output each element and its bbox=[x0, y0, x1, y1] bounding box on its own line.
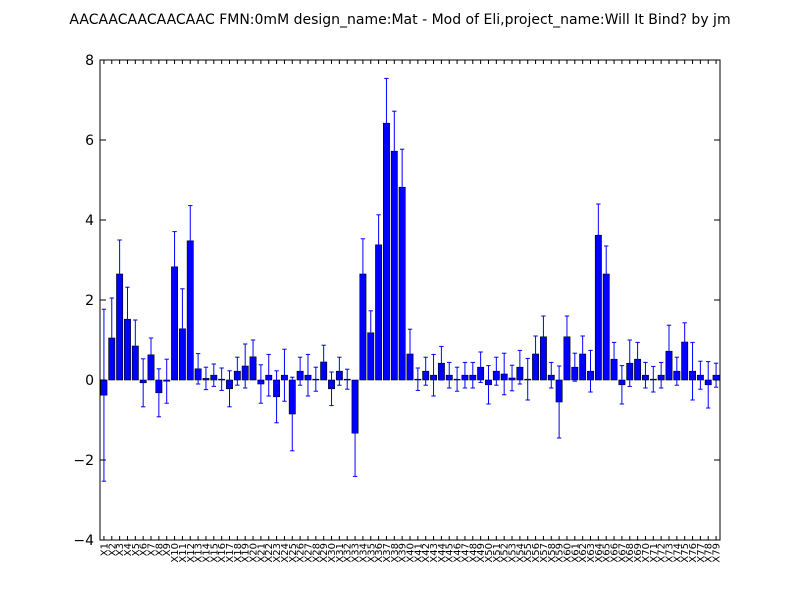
y-tick-label: 4 bbox=[85, 213, 94, 229]
x-tick-label: X78 bbox=[704, 543, 715, 563]
x-tick-label: X9 bbox=[162, 543, 173, 556]
x-tick-label: X27 bbox=[303, 543, 314, 563]
x-tick-label: X26 bbox=[296, 543, 307, 563]
y-tick-label: 0 bbox=[85, 373, 94, 389]
x-tick-label: X69 bbox=[633, 543, 644, 563]
x-tick-label: X71 bbox=[649, 543, 660, 563]
x-tick-label: X32 bbox=[343, 543, 354, 563]
x-tick-label: X36 bbox=[374, 543, 385, 563]
x-tick-label: X6 bbox=[139, 543, 150, 556]
x-tick-label: X72 bbox=[657, 543, 668, 563]
chart-title: AACAACAACAACAAC FMN:0mM design_name:Mat … bbox=[69, 12, 730, 28]
x-tick-label: X77 bbox=[696, 543, 707, 563]
x-tick-label: X35 bbox=[366, 543, 377, 563]
x-tick-label: X66 bbox=[610, 543, 621, 563]
x-tick-label: X59 bbox=[555, 543, 566, 563]
x-tick-label: X30 bbox=[327, 543, 338, 563]
x-tick-label: X20 bbox=[249, 543, 260, 563]
x-tick-label: X41 bbox=[413, 543, 424, 563]
x-tick-label: X42 bbox=[421, 543, 432, 563]
x-tick-label: X33 bbox=[351, 543, 362, 563]
x-tick-label: X24 bbox=[280, 543, 291, 563]
x-tick-label: X40 bbox=[406, 543, 417, 563]
x-tick-label: X34 bbox=[358, 543, 369, 563]
x-tick-label: X37 bbox=[382, 543, 393, 563]
x-tick-label: X12 bbox=[186, 543, 197, 563]
x-tick-label: X43 bbox=[429, 543, 440, 563]
plot-frame bbox=[99, 59, 721, 541]
y-tick-label: 8 bbox=[85, 53, 94, 69]
x-tick-label: X5 bbox=[131, 543, 142, 556]
x-tick-label: X11 bbox=[178, 543, 189, 563]
x-tick-label: X23 bbox=[272, 543, 283, 563]
x-tick-label: X47 bbox=[460, 543, 471, 563]
x-tick-label: X67 bbox=[617, 543, 628, 563]
x-tick-label: X79 bbox=[712, 543, 723, 563]
x-tick-label: X46 bbox=[453, 543, 464, 563]
y-tick-label: 6 bbox=[85, 133, 94, 149]
x-tick-label: X7 bbox=[147, 543, 158, 556]
x-tick-label: X65 bbox=[602, 543, 613, 563]
x-tick-label: X56 bbox=[531, 543, 542, 563]
x-tick-label: X44 bbox=[437, 543, 448, 563]
x-tick-label: X28 bbox=[311, 543, 322, 563]
x-tick-label: X13 bbox=[194, 543, 205, 563]
x-tick-label: X3 bbox=[115, 543, 126, 556]
y-tick-label: 2 bbox=[85, 293, 94, 309]
chart-marks bbox=[100, 77, 720, 482]
x-tick-label: X70 bbox=[641, 543, 652, 563]
x-tick-label: X54 bbox=[515, 543, 526, 563]
x-tick-label: X38 bbox=[390, 543, 401, 563]
x-tick-label: X55 bbox=[523, 543, 534, 563]
x-tick-label: X2 bbox=[107, 543, 118, 556]
x-tick-label: X58 bbox=[547, 543, 558, 563]
x-tick-label: X74 bbox=[672, 543, 683, 563]
x-tick-label: X73 bbox=[664, 543, 675, 563]
x-tick-label: X75 bbox=[680, 543, 691, 563]
x-tick-label: X62 bbox=[578, 543, 589, 563]
x-tick-label: X76 bbox=[688, 543, 699, 563]
x-tick-label: X53 bbox=[508, 543, 519, 563]
x-tick-label: X16 bbox=[217, 543, 228, 563]
x-tick-label: X63 bbox=[586, 543, 597, 563]
x-tick-label: X61 bbox=[570, 543, 581, 563]
x-tick-label: X48 bbox=[468, 543, 479, 563]
x-tick-label: X51 bbox=[492, 543, 503, 563]
x-tick-label: X64 bbox=[594, 543, 605, 563]
x-tick-label: X15 bbox=[209, 543, 220, 563]
x-tick-label: X4 bbox=[123, 543, 134, 556]
x-axis-ticks: X1X2X3X4X5X6X7X8X9X10X11X12X13X14X15X16X… bbox=[99, 60, 723, 563]
x-tick-label: X17 bbox=[225, 543, 236, 563]
y-tick-label: −2 bbox=[73, 453, 94, 469]
x-tick-label: X68 bbox=[625, 543, 636, 563]
x-tick-label: X8 bbox=[154, 543, 165, 556]
x-tick-label: X39 bbox=[398, 543, 409, 563]
x-tick-label: X10 bbox=[170, 543, 181, 563]
x-tick-label: X57 bbox=[539, 543, 550, 563]
x-tick-label: X29 bbox=[319, 543, 330, 563]
x-tick-label: X50 bbox=[484, 543, 495, 563]
y-tick-label: −4 bbox=[73, 533, 94, 549]
x-tick-label: X49 bbox=[476, 543, 487, 563]
x-tick-label: X45 bbox=[445, 543, 456, 563]
x-tick-label: X60 bbox=[562, 543, 573, 563]
x-tick-label: X52 bbox=[500, 543, 511, 563]
x-tick-label: X14 bbox=[201, 543, 212, 563]
x-tick-label: X22 bbox=[264, 543, 275, 563]
x-tick-label: X21 bbox=[256, 543, 267, 563]
x-tick-label: X25 bbox=[288, 543, 299, 563]
x-tick-label: X31 bbox=[335, 543, 346, 563]
x-tick-label: X19 bbox=[241, 543, 252, 563]
x-tick-label: X1 bbox=[99, 543, 110, 556]
x-tick-label: X18 bbox=[233, 543, 244, 563]
